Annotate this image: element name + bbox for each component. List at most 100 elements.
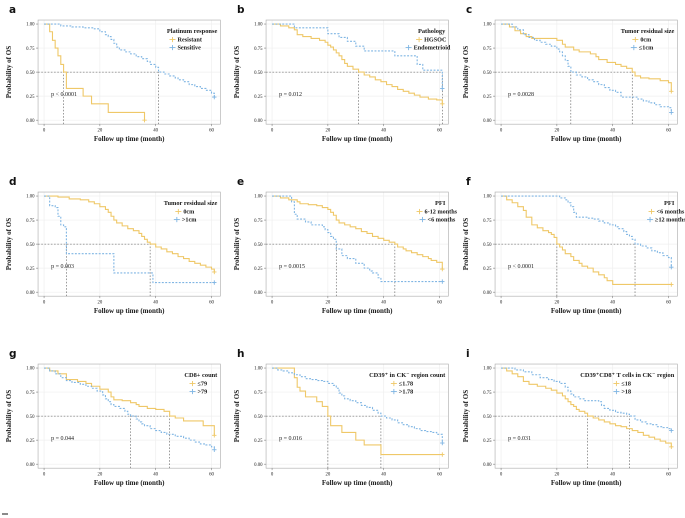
y-tick-label: 0.25 xyxy=(26,267,35,272)
y-tick-label: 0.00 xyxy=(26,291,35,296)
y-axis-title: Probability of OS xyxy=(5,390,13,442)
y-tick-label: 0.50 xyxy=(254,243,263,248)
x-tick-label: 60 xyxy=(666,129,671,134)
x-tick-label: 60 xyxy=(666,301,671,306)
x-tick-label: 0 xyxy=(43,473,46,478)
legend-entry-label: 6-12 months xyxy=(425,209,457,216)
km-panel-a: a 0 20 40 60 0.00 0.25 0.50 0.75 1.00 Follow up ti… xyxy=(0,0,228,172)
y-tick-label: 0.50 xyxy=(254,415,263,420)
x-tick-label: 20 xyxy=(97,129,102,134)
y-axis-title: Probability of OS xyxy=(233,46,241,98)
x-tick-label: 20 xyxy=(326,129,331,134)
p-value-label: p = 0.0015 xyxy=(279,264,305,270)
x-tick-label: 40 xyxy=(153,129,158,134)
legend-entry-label: ≤1cm xyxy=(638,45,653,52)
x-axis-title: Follow up time (month) xyxy=(94,135,165,143)
x-tick-label: 0 xyxy=(500,473,503,478)
y-tick-label: 0.75 xyxy=(26,47,35,52)
y-tick-label: 0.00 xyxy=(26,463,35,468)
km-curve-blue xyxy=(272,23,444,89)
km-plot-svg: c 0 20 40 60 0.00 0.25 0.50 0.75 1.00 Follow up ti… xyxy=(462,4,678,143)
y-tick-label: 0.00 xyxy=(483,119,492,124)
y-tick-label: 1.00 xyxy=(254,367,263,372)
y-tick-label: 1.00 xyxy=(483,367,492,372)
x-tick-label: 40 xyxy=(153,301,158,306)
y-tick-label: 0.75 xyxy=(483,47,492,52)
legend-title: CD39⁺ in CK⁻ region count xyxy=(369,373,446,380)
legend-entry-label: ≤1.78 xyxy=(399,381,413,388)
y-axis-title: Probability of OS xyxy=(233,218,241,270)
legend-entry-label: Sensitive xyxy=(177,45,201,52)
x-tick-label: 0 xyxy=(271,129,274,134)
x-tick-label: 60 xyxy=(437,129,442,134)
km-plot-svg: g 0 20 40 60 0.00 0.25 0.50 0.75 1.00 Follow up ti… xyxy=(5,348,221,488)
y-tick-label: 0.25 xyxy=(254,267,263,272)
y-tick-label: 0.75 xyxy=(26,219,35,224)
y-tick-label: 0.25 xyxy=(26,439,35,444)
panel-label: a xyxy=(9,4,16,16)
x-tick-label: 40 xyxy=(610,301,615,306)
km-curve-orange xyxy=(272,367,443,456)
legend-entry-label: ≤18 xyxy=(621,381,631,388)
legend-title: PFI xyxy=(435,200,446,207)
y-axis-title: Probability of OS xyxy=(462,218,470,270)
p-value-label: p < 0.0001 xyxy=(508,264,534,270)
km-curve-orange xyxy=(500,23,672,92)
y-tick-label: 1.00 xyxy=(26,195,35,200)
panel-label: h xyxy=(237,348,244,360)
y-tick-label: 0.50 xyxy=(26,71,35,76)
x-tick-label: 0 xyxy=(271,473,274,478)
y-tick-label: 0.50 xyxy=(483,71,492,76)
km-plot-svg: i 0 20 40 60 0.00 0.25 0.50 0.75 1.00 Follow up ti… xyxy=(462,348,678,488)
y-tick-label: 1.00 xyxy=(26,23,35,28)
km-panel-f: f 0 20 40 60 0.00 0.25 0.50 0.75 1.00 Follow up ti… xyxy=(457,172,685,344)
legend-title: Tumor residual size xyxy=(620,28,674,35)
x-tick-label: 40 xyxy=(610,473,615,478)
x-axis-title: Follow up time (month) xyxy=(94,480,165,488)
legend-entry-label: >79 xyxy=(198,389,208,396)
legend-entry-label: ≤79 xyxy=(198,381,208,388)
x-tick-label: 20 xyxy=(97,473,102,478)
y-tick-label: 0.50 xyxy=(254,71,263,76)
y-axis-title: Probability of OS xyxy=(5,46,13,98)
km-curve-orange xyxy=(272,23,444,104)
y-tick-label: 0.75 xyxy=(483,219,492,224)
panel-label: d xyxy=(9,176,17,188)
y-tick-label: 0.25 xyxy=(483,267,492,272)
x-tick-label: 60 xyxy=(666,473,671,478)
y-tick-label: 0.00 xyxy=(483,291,492,296)
km-panel-d: d 0 20 40 60 0.00 0.25 0.50 0.75 1.00 Follow up ti… xyxy=(0,172,228,344)
legend-entry-label: ≥12 months xyxy=(655,217,685,224)
y-tick-label: 0.25 xyxy=(483,95,492,100)
x-tick-label: 20 xyxy=(97,301,102,306)
km-panel-h: h 0 20 40 60 0.00 0.25 0.50 0.75 1.00 Follow up ti… xyxy=(228,344,456,516)
legend-title: Platinum response xyxy=(167,28,218,35)
x-axis-title: Follow up time (month) xyxy=(551,135,622,143)
p-value-label: p = 0.003 xyxy=(51,264,74,270)
y-tick-label: 0.00 xyxy=(254,463,263,468)
y-tick-label: 1.00 xyxy=(254,195,263,200)
y-axis-title: Probability of OS xyxy=(5,218,13,270)
x-tick-label: 0 xyxy=(500,301,503,306)
panel-label: f xyxy=(466,176,471,188)
legend-entry-label: >1cm xyxy=(182,217,197,224)
km-plot-svg: e 0 20 40 60 0.00 0.25 0.50 0.75 1.00 Follow up ti… xyxy=(233,176,457,315)
km-curve-blue xyxy=(272,367,444,444)
p-value-label: p = 0.044 xyxy=(51,437,74,443)
y-axis-title: Probability of OS xyxy=(233,390,241,442)
panel-label: c xyxy=(466,4,472,16)
legend-entry-label: Endometrioid xyxy=(414,45,451,52)
x-tick-label: 40 xyxy=(153,473,158,478)
km-panel-i: i 0 20 40 60 0.00 0.25 0.50 0.75 1.00 Follow up ti… xyxy=(457,344,685,516)
legend-entry-label: Resistant xyxy=(177,37,202,44)
km-panel-g: g 0 20 40 60 0.00 0.25 0.50 0.75 1.00 Follow up ti… xyxy=(0,344,228,516)
km-plot-svg: d 0 20 40 60 0.00 0.25 0.50 0.75 1.00 Follow up ti… xyxy=(5,176,221,315)
km-curve-orange xyxy=(44,23,146,121)
panel-label: g xyxy=(9,348,17,360)
y-tick-label: 1.00 xyxy=(254,23,263,28)
x-tick-label: 20 xyxy=(326,301,331,306)
x-tick-label: 40 xyxy=(382,301,387,306)
y-axis-title: Probability of OS xyxy=(462,390,470,442)
